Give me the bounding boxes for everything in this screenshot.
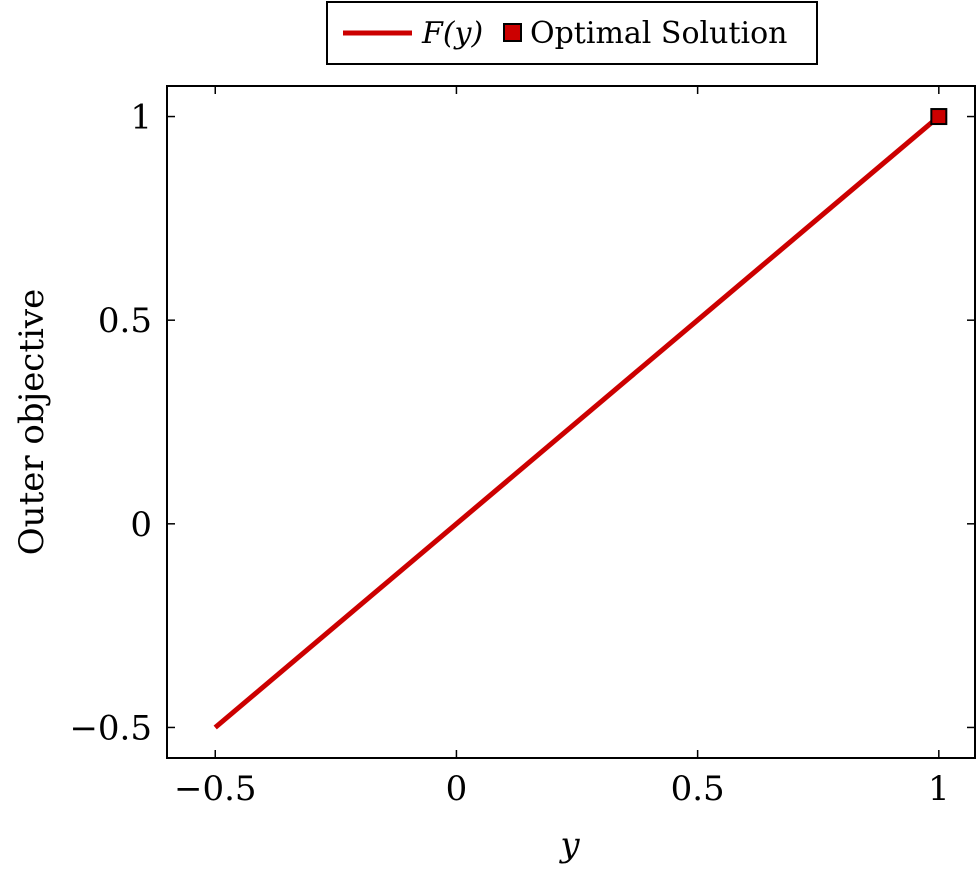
legend-label-line: F(y) [421,16,483,51]
y-tick-label: 0.5 [98,301,152,341]
x-tick-label: −0.5 [174,769,257,809]
x-tick-label: 0.5 [671,769,725,809]
plot-area [166,85,976,759]
x-axis-ticks: −0.5 0 0.5 1 [174,86,950,809]
y-tick-label: −0.5 [69,708,152,748]
series-layer [213,108,948,730]
y-tick-label: 1 [130,98,152,138]
y-axis-ticks: −0.5 0 0.5 1 [69,98,975,748]
legend: F(y) Optimal Solution [326,1,818,65]
x-tick-label: 0 [446,769,468,809]
legend-label-marker: Optimal Solution [530,16,787,51]
series-line-f-of-y [213,114,941,730]
y-tick-label: 0 [130,505,152,545]
x-tick-label: 1 [928,769,950,809]
legend-marker-swatch [503,23,522,42]
optimal-solution-marker [930,108,948,126]
x-axis-title: y [558,825,580,865]
y-axis-title: Outer objective [12,289,52,555]
